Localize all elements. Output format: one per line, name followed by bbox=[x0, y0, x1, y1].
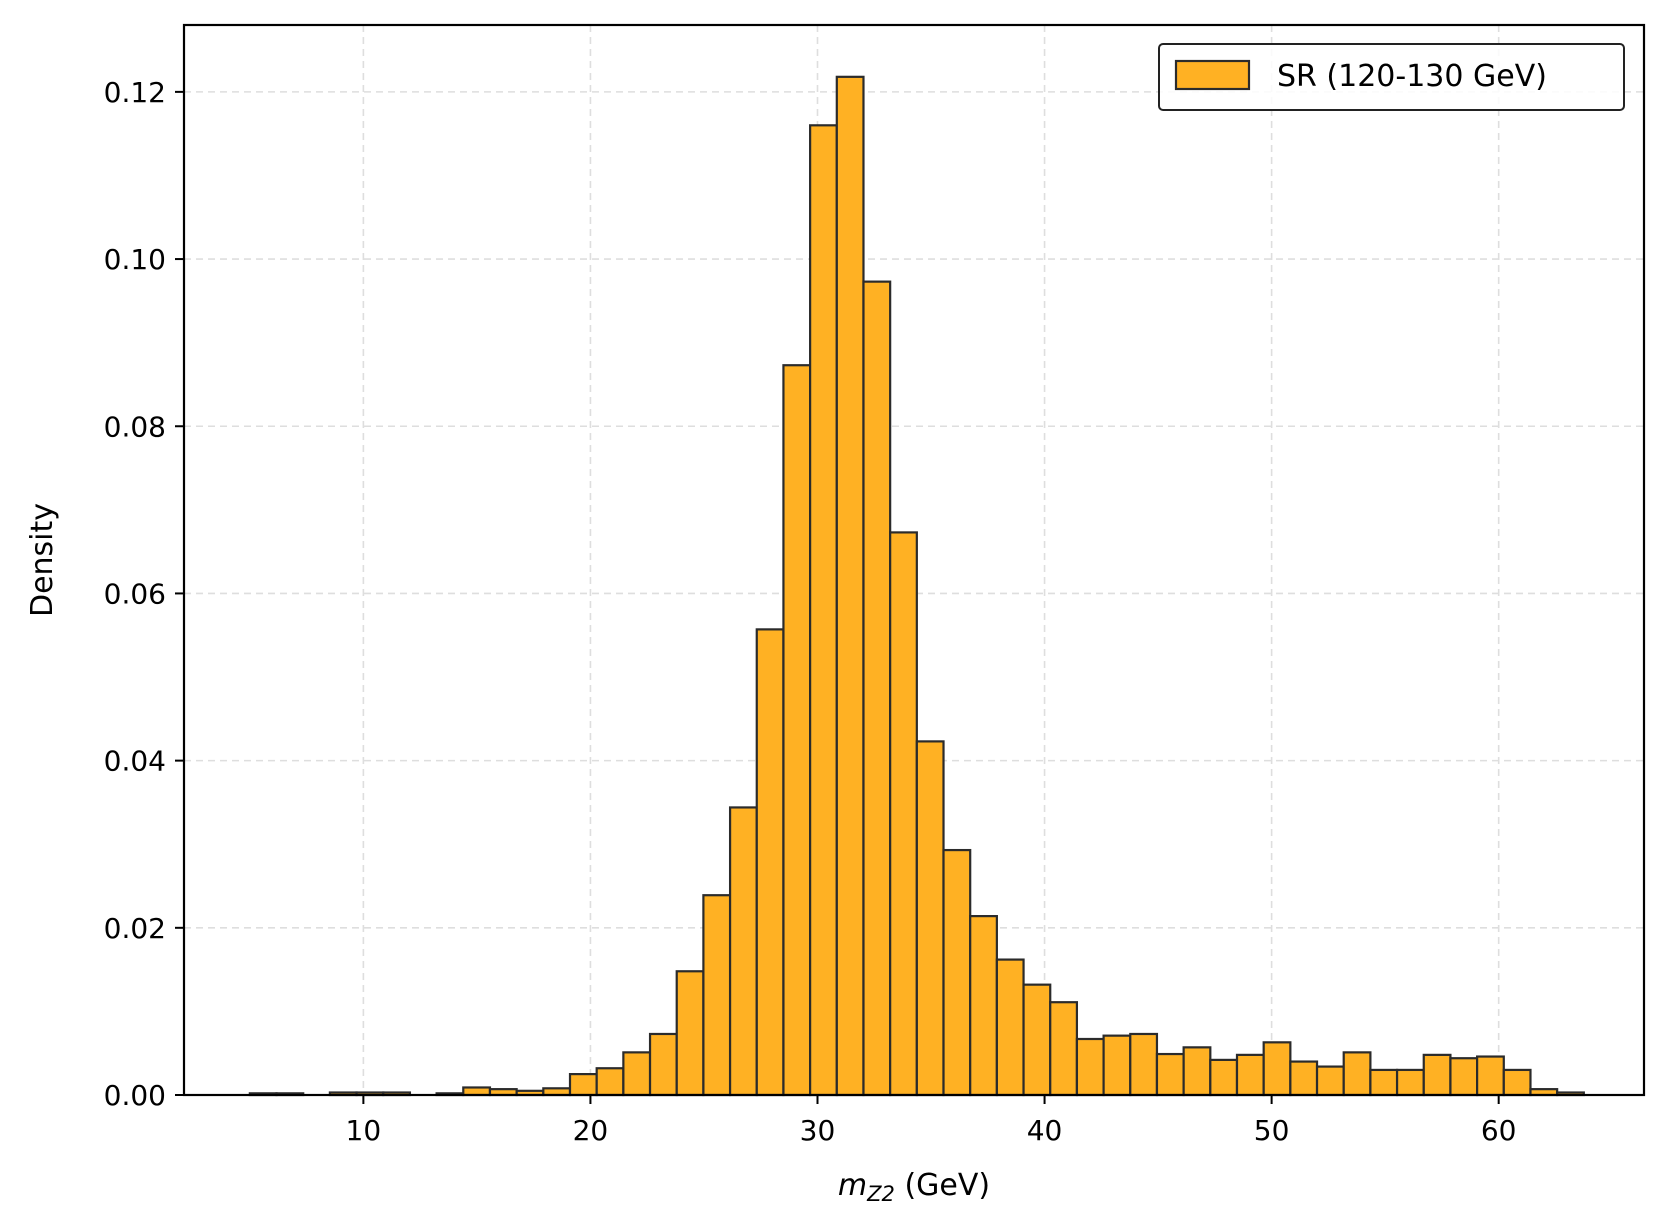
histogram-bar bbox=[1449, 1057, 1479, 1097]
x-tick-label: 10 bbox=[346, 1114, 382, 1147]
y-tick-label: 0.10 bbox=[104, 243, 166, 276]
x-axis-label-unit: (GeV) bbox=[895, 1168, 990, 1203]
histogram-bar bbox=[648, 1032, 678, 1097]
plot-frame bbox=[182, 23, 1646, 1097]
histogram-bar bbox=[1182, 1046, 1212, 1097]
histogram-bar bbox=[1049, 1001, 1079, 1097]
x-axis-ticks: 10 20 30 40 50 60 bbox=[346, 1095, 1517, 1147]
histogram-bar bbox=[782, 364, 812, 1097]
histogram-bar bbox=[728, 806, 758, 1097]
histogram-bar bbox=[862, 280, 892, 1097]
histogram-bar bbox=[755, 628, 785, 1097]
legend-label: SR (120-130 GeV) bbox=[1277, 59, 1547, 94]
histogram-bar bbox=[835, 75, 865, 1097]
x-tick-label: 30 bbox=[800, 1114, 836, 1147]
histogram-bar bbox=[622, 1051, 652, 1097]
y-tick-label: 0.06 bbox=[104, 577, 166, 610]
histogram-bar bbox=[1289, 1060, 1319, 1097]
histogram-bar bbox=[915, 740, 945, 1097]
legend: SR (120-130 GeV) bbox=[1158, 43, 1625, 111]
histogram-bar bbox=[1502, 1068, 1532, 1097]
x-tick-label: 40 bbox=[1027, 1114, 1063, 1147]
histogram-bar bbox=[1102, 1034, 1132, 1097]
histogram-bar bbox=[1315, 1065, 1345, 1097]
x-tick-label: 20 bbox=[573, 1114, 609, 1147]
y-axis-label: Density bbox=[25, 503, 60, 617]
x-axis-label-subscript: Z2 bbox=[866, 1182, 895, 1206]
y-tick-label: 0.02 bbox=[104, 912, 166, 945]
histogram-bar bbox=[1129, 1032, 1159, 1097]
histogram-bar bbox=[1209, 1058, 1239, 1097]
histogram-bar bbox=[1022, 983, 1052, 1097]
legend-box bbox=[1158, 43, 1625, 111]
histogram-bar bbox=[995, 958, 1025, 1097]
y-axis-ticks: 0.00 0.02 0.04 0.06 0.08 0.10 0.12 bbox=[104, 76, 184, 1112]
histogram-bar bbox=[1155, 1052, 1185, 1097]
histogram-bar bbox=[969, 915, 998, 1097]
x-tick-label: 60 bbox=[1481, 1114, 1517, 1147]
histogram-bar bbox=[809, 124, 838, 1097]
histogram-bar bbox=[889, 531, 918, 1097]
histogram-bar bbox=[462, 1086, 492, 1097]
x-axis-label: mZ2 (GeV) bbox=[838, 1168, 990, 1206]
legend-swatch bbox=[1174, 59, 1251, 91]
y-tick-label: 0.08 bbox=[104, 410, 166, 443]
histogram-bar bbox=[1235, 1053, 1265, 1097]
x-axis-label-main: m bbox=[838, 1168, 867, 1203]
histogram-bar bbox=[1476, 1055, 1505, 1097]
histogram-bar bbox=[568, 1073, 598, 1097]
histogram-bar bbox=[1075, 1037, 1105, 1097]
x-tick-label: 50 bbox=[1254, 1114, 1290, 1147]
histogram-bar bbox=[1342, 1051, 1372, 1097]
histogram-bar bbox=[702, 894, 732, 1097]
histogram-bar bbox=[595, 1067, 625, 1097]
y-tick-label: 0.12 bbox=[104, 76, 166, 109]
histogram-bar bbox=[1262, 1041, 1292, 1097]
histogram-bar bbox=[1395, 1068, 1425, 1097]
histogram-bar bbox=[675, 970, 705, 1097]
histogram-bar bbox=[1422, 1053, 1452, 1097]
histogram-bar bbox=[942, 848, 972, 1097]
histogram-bar bbox=[1369, 1068, 1399, 1097]
y-tick-label: 0.00 bbox=[104, 1079, 166, 1112]
y-tick-label: 0.04 bbox=[104, 745, 166, 778]
